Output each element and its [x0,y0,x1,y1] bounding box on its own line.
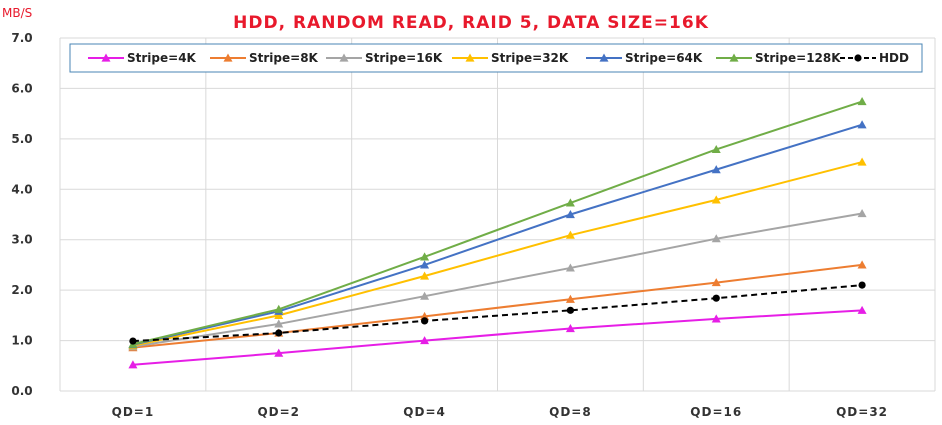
series-line [132,123,863,346]
data-point [420,311,430,320]
data-point [566,306,575,314]
series-line [132,212,863,348]
series-6 [128,97,867,348]
data-point [857,305,867,314]
legend-marker [465,53,475,62]
series-line [132,263,863,349]
legend-marker [854,54,862,62]
data-point [711,278,721,287]
data-point [711,234,721,243]
series-line [132,309,863,366]
x-tick-label: QD=1 [112,405,155,419]
legend-marker [223,53,233,62]
x-tick-label: QD=2 [257,405,300,419]
legend-marker [101,53,111,62]
y-tick-label: 0.0 [11,384,32,398]
series-layer [128,97,867,369]
data-point [565,323,575,333]
y-tick-label: 4.0 [11,182,32,196]
data-point [857,97,867,106]
legend-item: Stripe=64K [586,51,703,65]
series-line [132,284,863,343]
data-point [420,252,430,261]
legend-item: Stripe=16K [326,51,443,65]
x-tick-label: QD=32 [836,405,888,419]
legend-item: Stripe=128K [716,51,841,65]
legend-item: Stripe=8K [210,51,319,65]
data-point [858,281,866,289]
x-tick-label: QD=4 [403,405,446,419]
x-tick-label: QD=16 [690,405,742,419]
legend-marker [729,53,739,62]
legend-item: Stripe=32K [452,51,569,65]
legend-item: HDD [840,51,909,65]
legend-label: Stripe=32K [491,51,569,65]
legend-marker [339,53,349,62]
legend-label: Stripe=8K [249,51,319,65]
y-tick-label: 1.0 [11,334,32,348]
x-axis-ticks: QD=1 QD=2 QD=4 QD=8 QD=16 QD=32 [112,405,888,419]
y-tick-label: 5.0 [11,132,32,146]
data-point [565,198,575,207]
y-tick-label: 2.0 [11,283,32,297]
data-point [274,319,284,328]
data-point [275,329,283,337]
data-point [857,208,867,218]
legend-label: Stripe=4K [127,51,197,65]
y-axis-unit: MB/S [2,6,32,20]
series-line [132,100,863,346]
grid [59,37,936,392]
data-point [420,260,430,269]
y-tick-label: 3.0 [11,233,32,247]
data-point [711,165,721,174]
legend-label: Stripe=64K [625,51,703,65]
data-point [420,271,430,280]
data-point [857,120,867,129]
x-tick-label: QD=8 [549,405,592,419]
data-point [857,157,867,166]
data-point [420,317,429,325]
data-point [711,314,721,323]
data-point [565,263,575,272]
data-point [420,291,430,300]
series-line [132,161,863,347]
chart-title: HDD, RANDOM READ, RAID 5, DATA SIZE=16K [233,13,709,33]
legend-label: Stripe=128K [755,51,841,65]
legend: Stripe=4K Stripe=8K Stripe=16K Stripe=32K St… [69,43,923,73]
data-point [565,294,575,303]
legend-label: HDD [879,51,909,65]
data-point [565,210,575,219]
data-point [420,336,430,345]
data-point [857,260,867,269]
series-3 [128,208,867,351]
series-7 [129,281,866,345]
data-point [712,294,720,302]
data-point [274,348,284,357]
y-tick-label: 7.0 [11,31,32,45]
y-tick-label: 6.0 [11,81,32,95]
legend-item: Stripe=4K [88,51,197,65]
legend-marker [599,53,609,62]
data-point [565,230,575,239]
y-axis-ticks: 0.0 1.0 2.0 3.0 4.0 5.0 6.0 7.0 [11,31,32,398]
data-point [711,195,721,204]
data-point [129,337,137,345]
legend-label: Stripe=16K [365,51,443,65]
data-point [274,304,284,313]
data-point [711,144,721,154]
series-1 [128,305,867,369]
data-point [128,360,138,369]
